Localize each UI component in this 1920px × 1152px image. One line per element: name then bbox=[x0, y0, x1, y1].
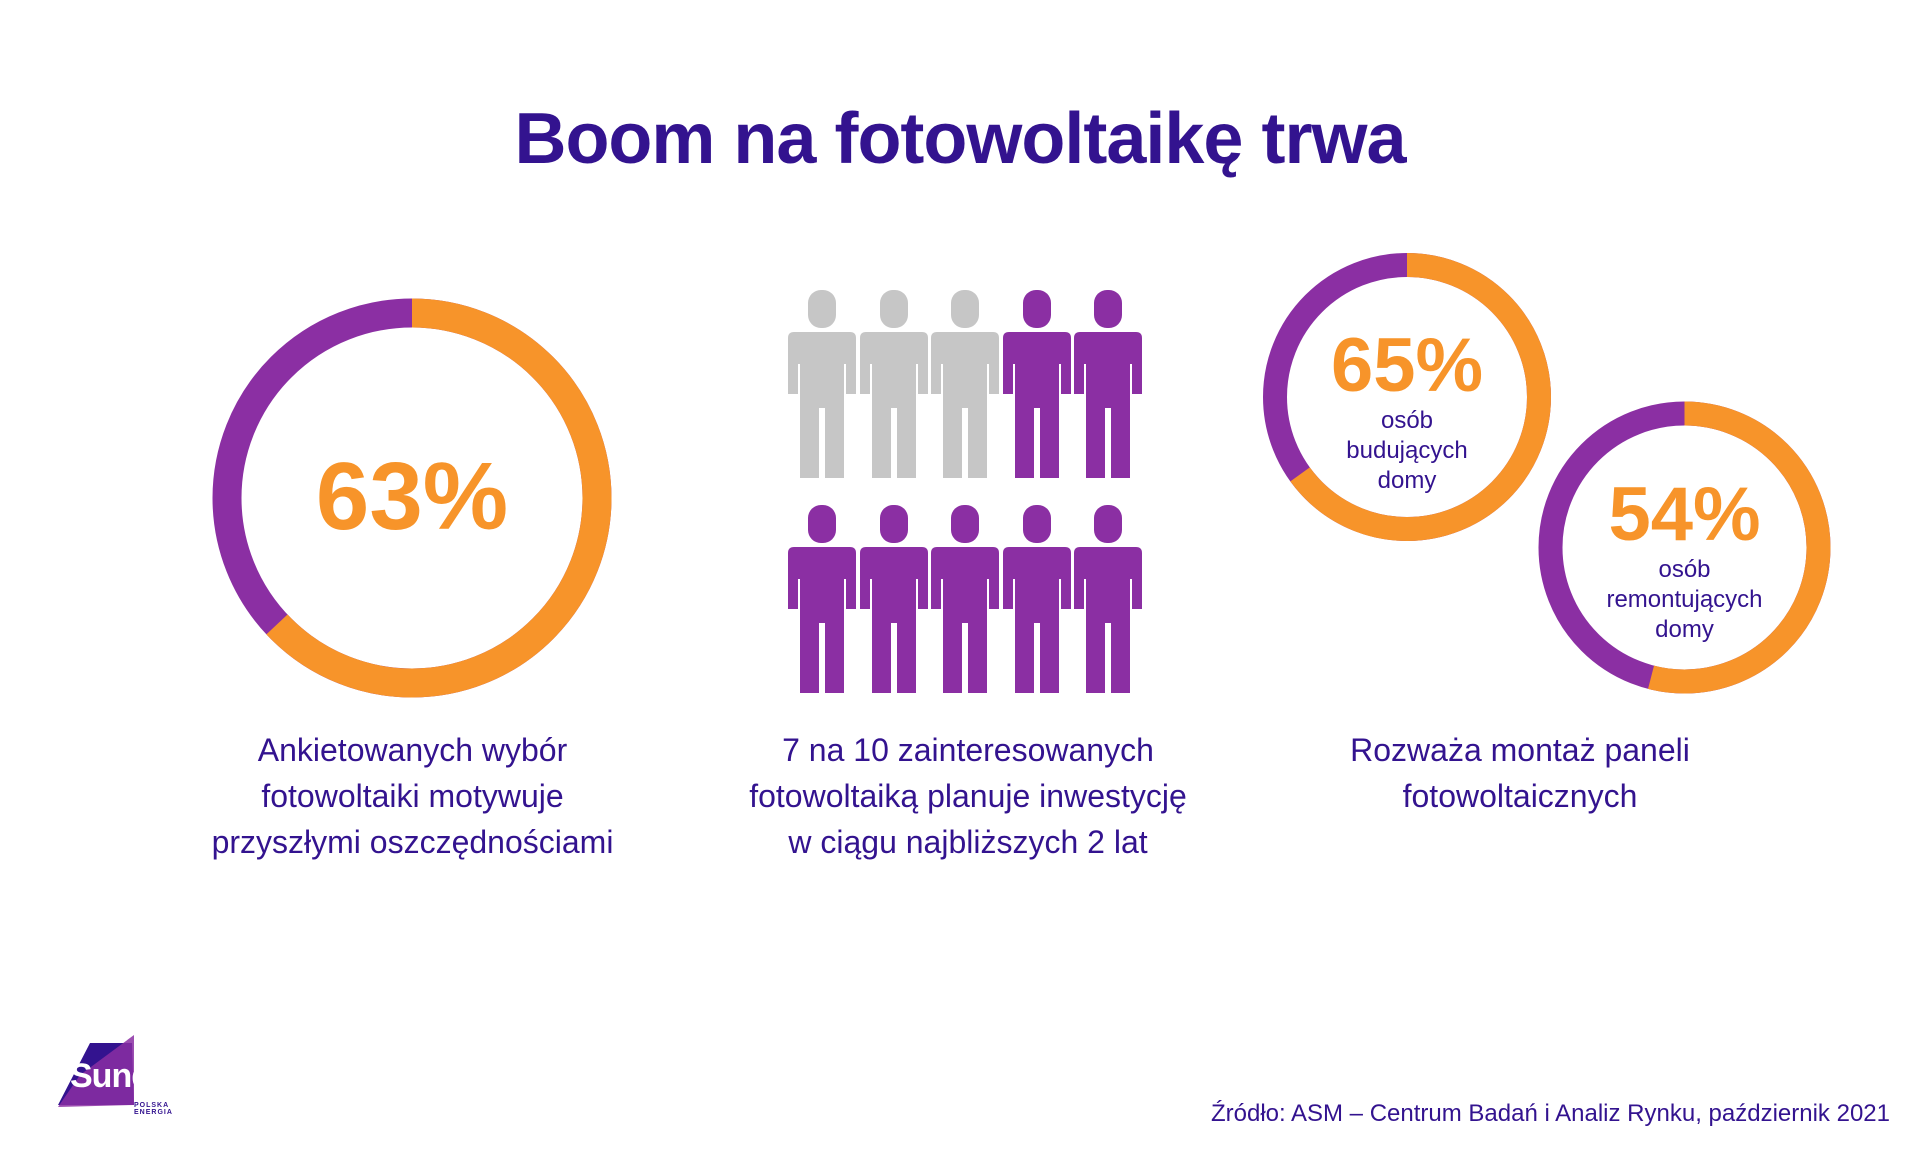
sublabel-line: budujących bbox=[1346, 437, 1468, 464]
person-icon bbox=[931, 290, 999, 478]
brand-logo: Sunday POLSKA ENERGIA bbox=[50, 1035, 210, 1116]
person-icon bbox=[1074, 290, 1142, 478]
person-icon bbox=[1074, 505, 1142, 693]
donut-sublabel: osób budujących domy bbox=[1262, 406, 1552, 496]
caption-line: w ciągu najbliższych 2 lat bbox=[788, 824, 1148, 860]
logo-shape-icon bbox=[58, 1035, 134, 1107]
person-icon bbox=[788, 290, 856, 478]
sublabel-line: domy bbox=[1377, 467, 1437, 494]
logo-tagline: POLSKA ENERGIA bbox=[134, 1102, 173, 1116]
person-icon bbox=[931, 505, 999, 693]
donut-chart-savings bbox=[212, 298, 612, 698]
sublabel-line: osób bbox=[1380, 407, 1434, 434]
caption-line: fotowoltaiką planuje inwestycję bbox=[749, 778, 1187, 814]
donut-sublabel: osób remontujących domy bbox=[1537, 555, 1832, 645]
caption-line: 7 na 10 zainteresowanych bbox=[782, 732, 1154, 768]
sublabel-line: domy bbox=[1655, 616, 1714, 643]
caption-line: fotowoltaicznych bbox=[1402, 778, 1638, 814]
donut-value-label: 63% bbox=[315, 443, 509, 550]
caption-investment: 7 na 10 zainteresowanych fotowoltaiką pl… bbox=[688, 727, 1248, 865]
person-icon bbox=[859, 505, 928, 693]
caption-savings: Ankietowanych wybór fotowoltaiki motywuj… bbox=[140, 727, 685, 865]
logo-wordmark: Sunday bbox=[70, 1057, 188, 1095]
people-pictogram bbox=[788, 290, 1148, 700]
donut-value-arc bbox=[1263, 253, 1551, 541]
page-title: Boom na fotowoltaikę trwa bbox=[514, 99, 1406, 179]
person-icon bbox=[1002, 505, 1071, 693]
person-icon bbox=[788, 505, 856, 693]
caption-line: przyszłymi oszczędnościami bbox=[211, 824, 614, 860]
donut-chart-building bbox=[1263, 253, 1551, 541]
caption-installation: Rozważa montaż paneli fotowoltaicznych bbox=[1290, 727, 1750, 819]
source-note: Źródło: ASM – Centrum Badań i Analiz Ryn… bbox=[1210, 1100, 1890, 1127]
donut-value-arc bbox=[212, 298, 612, 698]
sublabel-line: osób bbox=[1658, 556, 1711, 583]
caption-line: Rozważa montaż paneli bbox=[1350, 732, 1690, 768]
caption-line: fotowoltaiki motywuje bbox=[261, 778, 564, 814]
donut-chart-renovating bbox=[1538, 401, 1831, 694]
donut-value-label: 54% bbox=[1608, 472, 1761, 557]
person-icon bbox=[859, 290, 928, 478]
donut-value-arc bbox=[1538, 401, 1831, 694]
caption-line: Ankietowanych wybór bbox=[257, 732, 568, 768]
person-icon bbox=[1002, 290, 1071, 478]
sublabel-line: remontujących bbox=[1606, 586, 1763, 613]
donut-value-label: 65% bbox=[1330, 323, 1484, 408]
